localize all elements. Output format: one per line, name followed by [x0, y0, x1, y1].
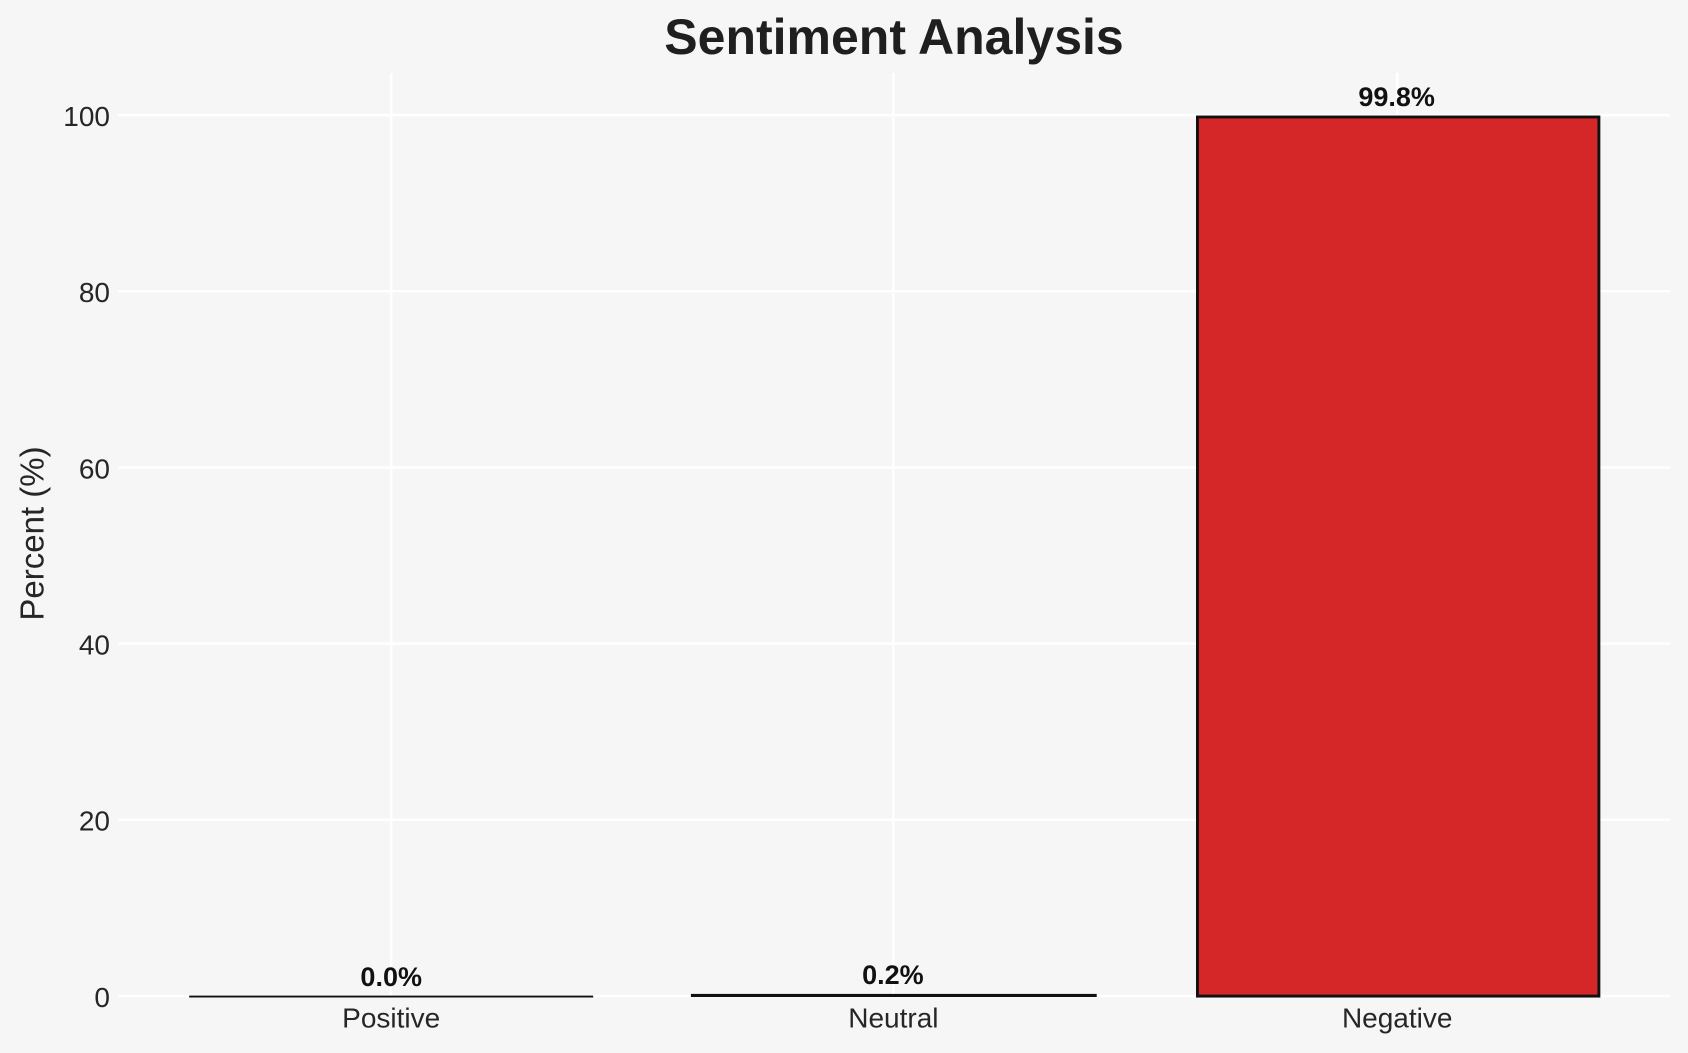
- svg-text:100: 100: [63, 101, 110, 132]
- svg-text:Percent (%): Percent (%): [13, 446, 50, 620]
- svg-text:Negative: Negative: [1342, 1002, 1453, 1033]
- svg-text:0.0%: 0.0%: [360, 962, 422, 992]
- svg-text:Neutral: Neutral: [848, 1002, 938, 1033]
- svg-text:20: 20: [79, 806, 110, 837]
- svg-text:0: 0: [94, 982, 110, 1013]
- svg-text:60: 60: [79, 453, 110, 484]
- svg-text:Positive: Positive: [342, 1002, 440, 1033]
- svg-text:99.8%: 99.8%: [1358, 82, 1435, 112]
- svg-text:0.2%: 0.2%: [862, 960, 924, 990]
- svg-text:Sentiment Analysis: Sentiment Analysis: [664, 9, 1123, 65]
- svg-text:80: 80: [79, 277, 110, 308]
- svg-text:40: 40: [79, 629, 110, 660]
